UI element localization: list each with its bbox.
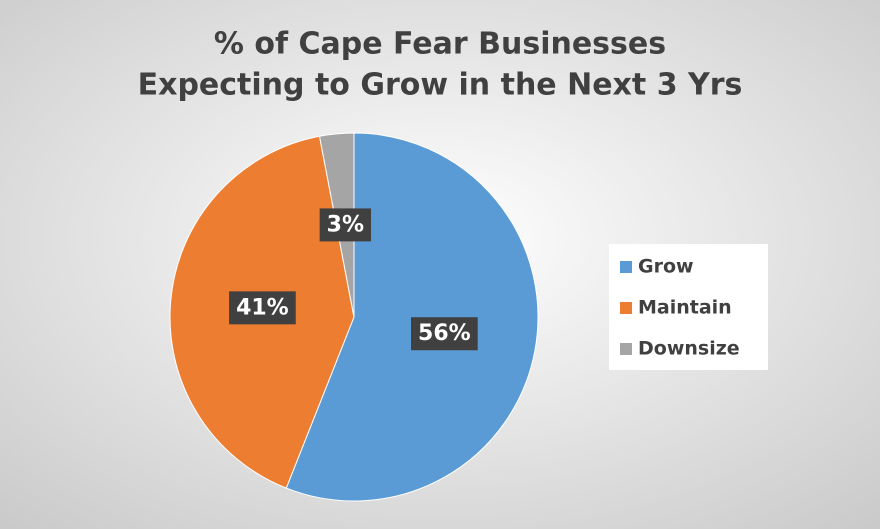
legend-marker — [620, 261, 632, 273]
legend-label: Grow — [638, 256, 694, 278]
legend-marker — [620, 302, 632, 314]
chart-title: % of Cape Fear Businesses — [214, 27, 666, 62]
data-label: 56% — [418, 321, 471, 346]
data-label-box — [229, 291, 296, 325]
chart-title: Expecting to Grow in the Next 3 Yrs — [138, 68, 743, 103]
legend-label: Maintain — [638, 297, 732, 319]
pie-slice — [285, 132, 539, 502]
data-label: 3% — [327, 212, 364, 237]
data-label-box — [411, 317, 478, 351]
data-label-box — [319, 208, 372, 242]
data-label: 41% — [236, 295, 289, 320]
legend-label: Downsize — [638, 338, 740, 360]
legend-marker — [620, 343, 632, 355]
legend-box — [609, 244, 768, 370]
